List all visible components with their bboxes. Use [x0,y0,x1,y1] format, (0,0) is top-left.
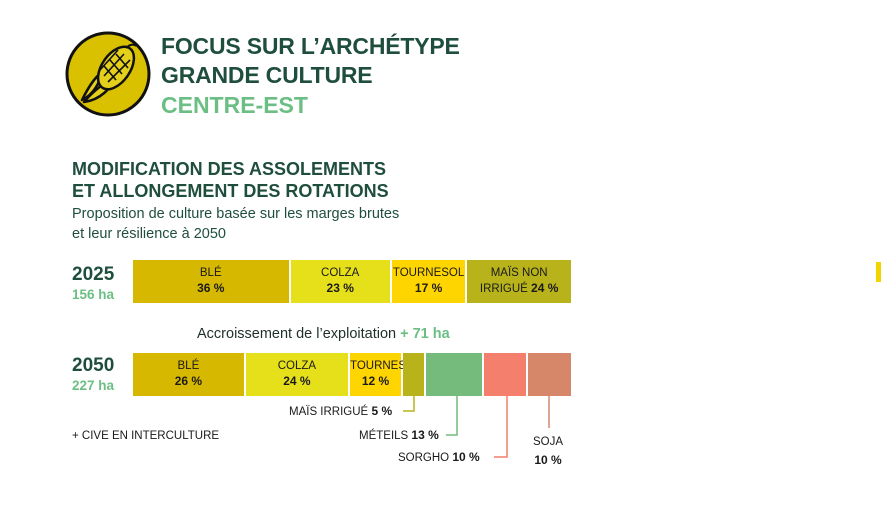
segment-value: 17 % [414,281,443,295]
leader-meteils [446,396,458,436]
bar-segment-2050-2: COLZA 24 % [245,353,348,396]
year-2025: 2025 [72,264,115,285]
bar-segment-2025-4: MAÏS NON IRRIGUÉ 24 % [467,260,571,303]
section-subtitle: Proposition de culture basée sur les mar… [72,206,400,242]
growth-annotation: Accroissement de l’exploitation + 71 ha [197,326,450,342]
edge-marker [876,262,881,282]
segment-value: 36 % [197,281,225,295]
segment-label: BLÉ 36 % [133,266,289,297]
bar-segment-2050-1: BLÉ 26 % [133,353,244,396]
corn-icon [65,31,151,117]
segment-crop: COLZA [277,360,317,372]
page-title: FOCUS SUR L’ARCHÉTYPE GRANDE CULTURE [161,33,460,88]
bar-segment-2025-2: COLZA 23 % [290,260,390,303]
segment-crop: MAÏS NON [490,267,548,279]
bar-segment-2025-1: BLÉ 36 % [133,260,289,303]
segment-crop: COLZA [321,267,360,279]
segment-value: 23 % [326,281,354,295]
annotation-meteils: MÉTEILS 13 % [359,428,439,442]
region-label: CENTRE-EST [161,92,308,118]
annotation-soja: SOJA 10 % [533,436,564,467]
year-2050: 2050 [72,355,115,376]
segment-label: COLZA 23 % [291,266,390,297]
bar-2050: BLÉ 26 % COLZA 24 % TOURNESOL 12 % [133,353,571,396]
leader-mais-irrigue [403,396,415,412]
annotation-sorgho: SORGHO 10 % [398,450,480,464]
segment-label: COLZA 24 % [246,359,348,390]
section-title: MODIFICATION DES ASSOLEMENTS ET ALLONGEM… [72,159,389,201]
bar-2025: BLÉ 36 % COLZA 23 % TOURNESOL 17 % MAÏS NON IRR… [133,260,571,303]
segment-label: TOURNESOL 12 % [350,359,422,390]
area-2025: 156 ha [72,287,115,302]
bar-segment-2050-7 [528,353,571,396]
leader-sorgho [494,396,508,458]
cive-note: + CIVE EN INTERCULTURE [72,430,220,442]
area-2050: 227 ha [72,378,115,393]
segment-crop-cont: IRRIGUÉ [479,283,532,295]
segment-value: 24 % [531,281,559,295]
segment-label: MAÏS NON IRRIGUÉ 24 % [467,266,571,297]
segment-crop: BLÉ [177,360,200,372]
segment-crop: TOURNESOL [392,267,465,279]
segment-label: BLÉ 26 % [133,359,244,390]
bar-segment-2050-5 [426,353,482,396]
bar-segment-2050-4 [403,353,425,396]
segment-crop: BLÉ [199,267,222,279]
segment-value: 24 % [283,374,311,388]
segment-crop: TOURNESOL [350,360,422,372]
bar-segment-2050-6 [483,353,527,396]
bar-segment-2050-3: TOURNESOL 12 % [350,353,422,396]
annotation-mais-irrigue: MAÏS IRRIGUÉ 5 % [289,404,393,418]
segment-label: TOURNESOL 17 % [392,266,465,297]
segment-value: 12 % [361,374,390,388]
bar-segment-2025-3: TOURNESOL 17 % [391,260,466,303]
segment-value: 26 % [174,374,203,388]
